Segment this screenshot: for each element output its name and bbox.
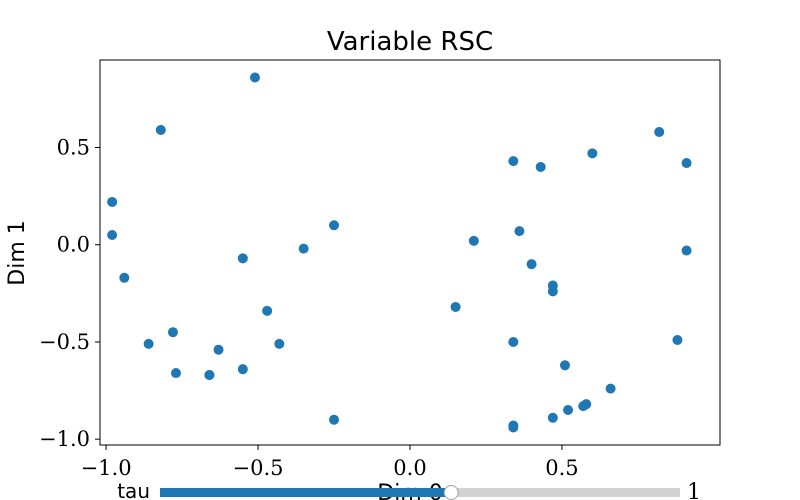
scatter-point <box>204 370 215 380</box>
slider-handle[interactable] <box>443 485 459 500</box>
slider-fill <box>160 488 452 497</box>
x-tick-label: −1.0 <box>81 456 132 480</box>
scatter-point <box>170 368 181 379</box>
scatter-point <box>578 401 589 412</box>
scatter-point <box>508 336 519 347</box>
scatter-point <box>547 286 558 297</box>
scatter-point <box>681 158 692 169</box>
slider-value-label: 1 <box>687 480 701 500</box>
scatter-point <box>560 360 570 371</box>
scatter-point <box>526 259 537 270</box>
y-tick-label: −1.0 <box>39 427 90 451</box>
scatter-point <box>167 327 178 338</box>
y-tick-label: −0.5 <box>39 330 90 354</box>
scatter-point <box>213 344 224 355</box>
scatter-point <box>119 272 130 283</box>
scatter-point <box>329 220 340 231</box>
x-axis: −1.0 −0.5 0.0 0.5 <box>81 445 579 480</box>
scatter-point <box>107 196 118 207</box>
scatter-point <box>450 301 461 312</box>
x-tick-label: 0.0 <box>393 456 426 480</box>
x-tick-label: −0.5 <box>233 456 284 480</box>
scatter-point <box>107 230 118 240</box>
scatter-point <box>605 383 616 394</box>
scatter-point <box>329 414 340 425</box>
scatter-point <box>143 338 154 349</box>
scatter-point <box>563 405 574 415</box>
y-axis-label: Dim 1 <box>5 220 30 285</box>
scatter-point <box>654 126 665 137</box>
scatter-point <box>514 226 525 237</box>
scatter-point <box>237 364 248 375</box>
x-tick-label: 0.5 <box>545 456 578 480</box>
scatter-point <box>250 72 260 83</box>
scatter-point <box>274 338 285 349</box>
scatter-point <box>547 412 558 423</box>
slider-label: tau <box>117 479 150 500</box>
scatter-point <box>468 235 479 246</box>
scatter-point <box>587 148 598 159</box>
scatter-point <box>535 161 546 172</box>
scatter-point <box>155 125 166 135</box>
scatter-point <box>508 156 519 167</box>
scatter-point <box>262 305 273 316</box>
scatter-point <box>681 245 692 256</box>
scatter-series <box>107 72 692 433</box>
scatter-point <box>298 243 309 254</box>
scatter-point <box>508 422 519 433</box>
chart-title: Variable RSC <box>327 27 493 57</box>
scatter-point <box>672 335 683 345</box>
tau-slider[interactable]: tau 1 <box>117 479 701 500</box>
y-tick-label: 0.0 <box>57 233 90 257</box>
y-tick-label: 0.5 <box>57 136 90 160</box>
plot-frame <box>99 59 721 446</box>
plot-area: −1.0 −0.5 0.0 0.5 −1.0 −0.5 0.0 0.5 <box>39 59 721 480</box>
y-axis: −1.0 −0.5 0.0 0.5 <box>39 136 100 451</box>
scatter-point <box>237 253 248 264</box>
